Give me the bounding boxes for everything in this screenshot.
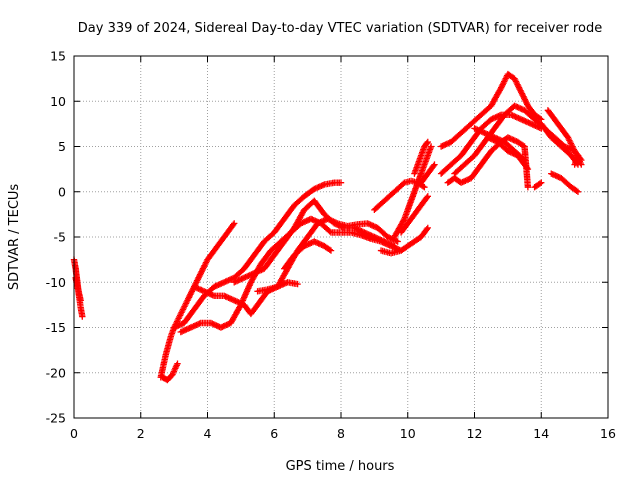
series-19 [444, 134, 532, 191]
x-tick-label: 12 [467, 426, 483, 441]
series-4 [159, 360, 181, 384]
series-12 [377, 224, 431, 257]
series-26 [548, 170, 582, 195]
x-tick-label: 2 [137, 426, 145, 441]
series-15 [417, 161, 438, 186]
series-13 [391, 143, 435, 241]
series-17 [437, 70, 545, 150]
series-2 [72, 274, 84, 304]
y-tick-label: 15 [50, 49, 66, 64]
y-tick-label: -10 [46, 275, 66, 290]
x-tick-label: 16 [600, 426, 616, 441]
y-tick-label: 0 [58, 184, 66, 199]
series-group [70, 70, 585, 384]
y-tick-label: 10 [50, 94, 66, 109]
x-tick-labels: 0 2 4 6 8 10 12 14 16 [70, 426, 616, 441]
y-axis-label: SDTVAR / TECUs [7, 184, 22, 291]
x-tick-label: 10 [400, 426, 416, 441]
chart-title: Day 339 of 2024, Sidereal Day-to-day VTE… [78, 21, 602, 36]
x-tick-label: 0 [70, 426, 78, 441]
y-tick-label: 5 [58, 139, 66, 154]
x-tick-label: 6 [270, 426, 278, 441]
series-14 [397, 193, 431, 236]
series-16 [411, 138, 431, 177]
series-27 [571, 152, 582, 168]
y-tick-label: -5 [54, 230, 66, 245]
y-tick-label: -15 [46, 320, 66, 335]
x-axis-label: GPS time / hours [286, 459, 395, 474]
plot-frame [73, 55, 609, 419]
series-10 [281, 238, 335, 272]
x-tick-label: 8 [337, 426, 345, 441]
x-tick-label: 4 [204, 426, 212, 441]
grid [74, 56, 608, 418]
y-tick-labels: -25 -20 -15 -10 -5 0 5 10 15 [46, 49, 66, 426]
series-23 [531, 179, 545, 191]
x-tick-label: 14 [533, 426, 549, 441]
y-tick-label: -25 [46, 411, 66, 426]
y-tick-label: -20 [46, 365, 66, 380]
